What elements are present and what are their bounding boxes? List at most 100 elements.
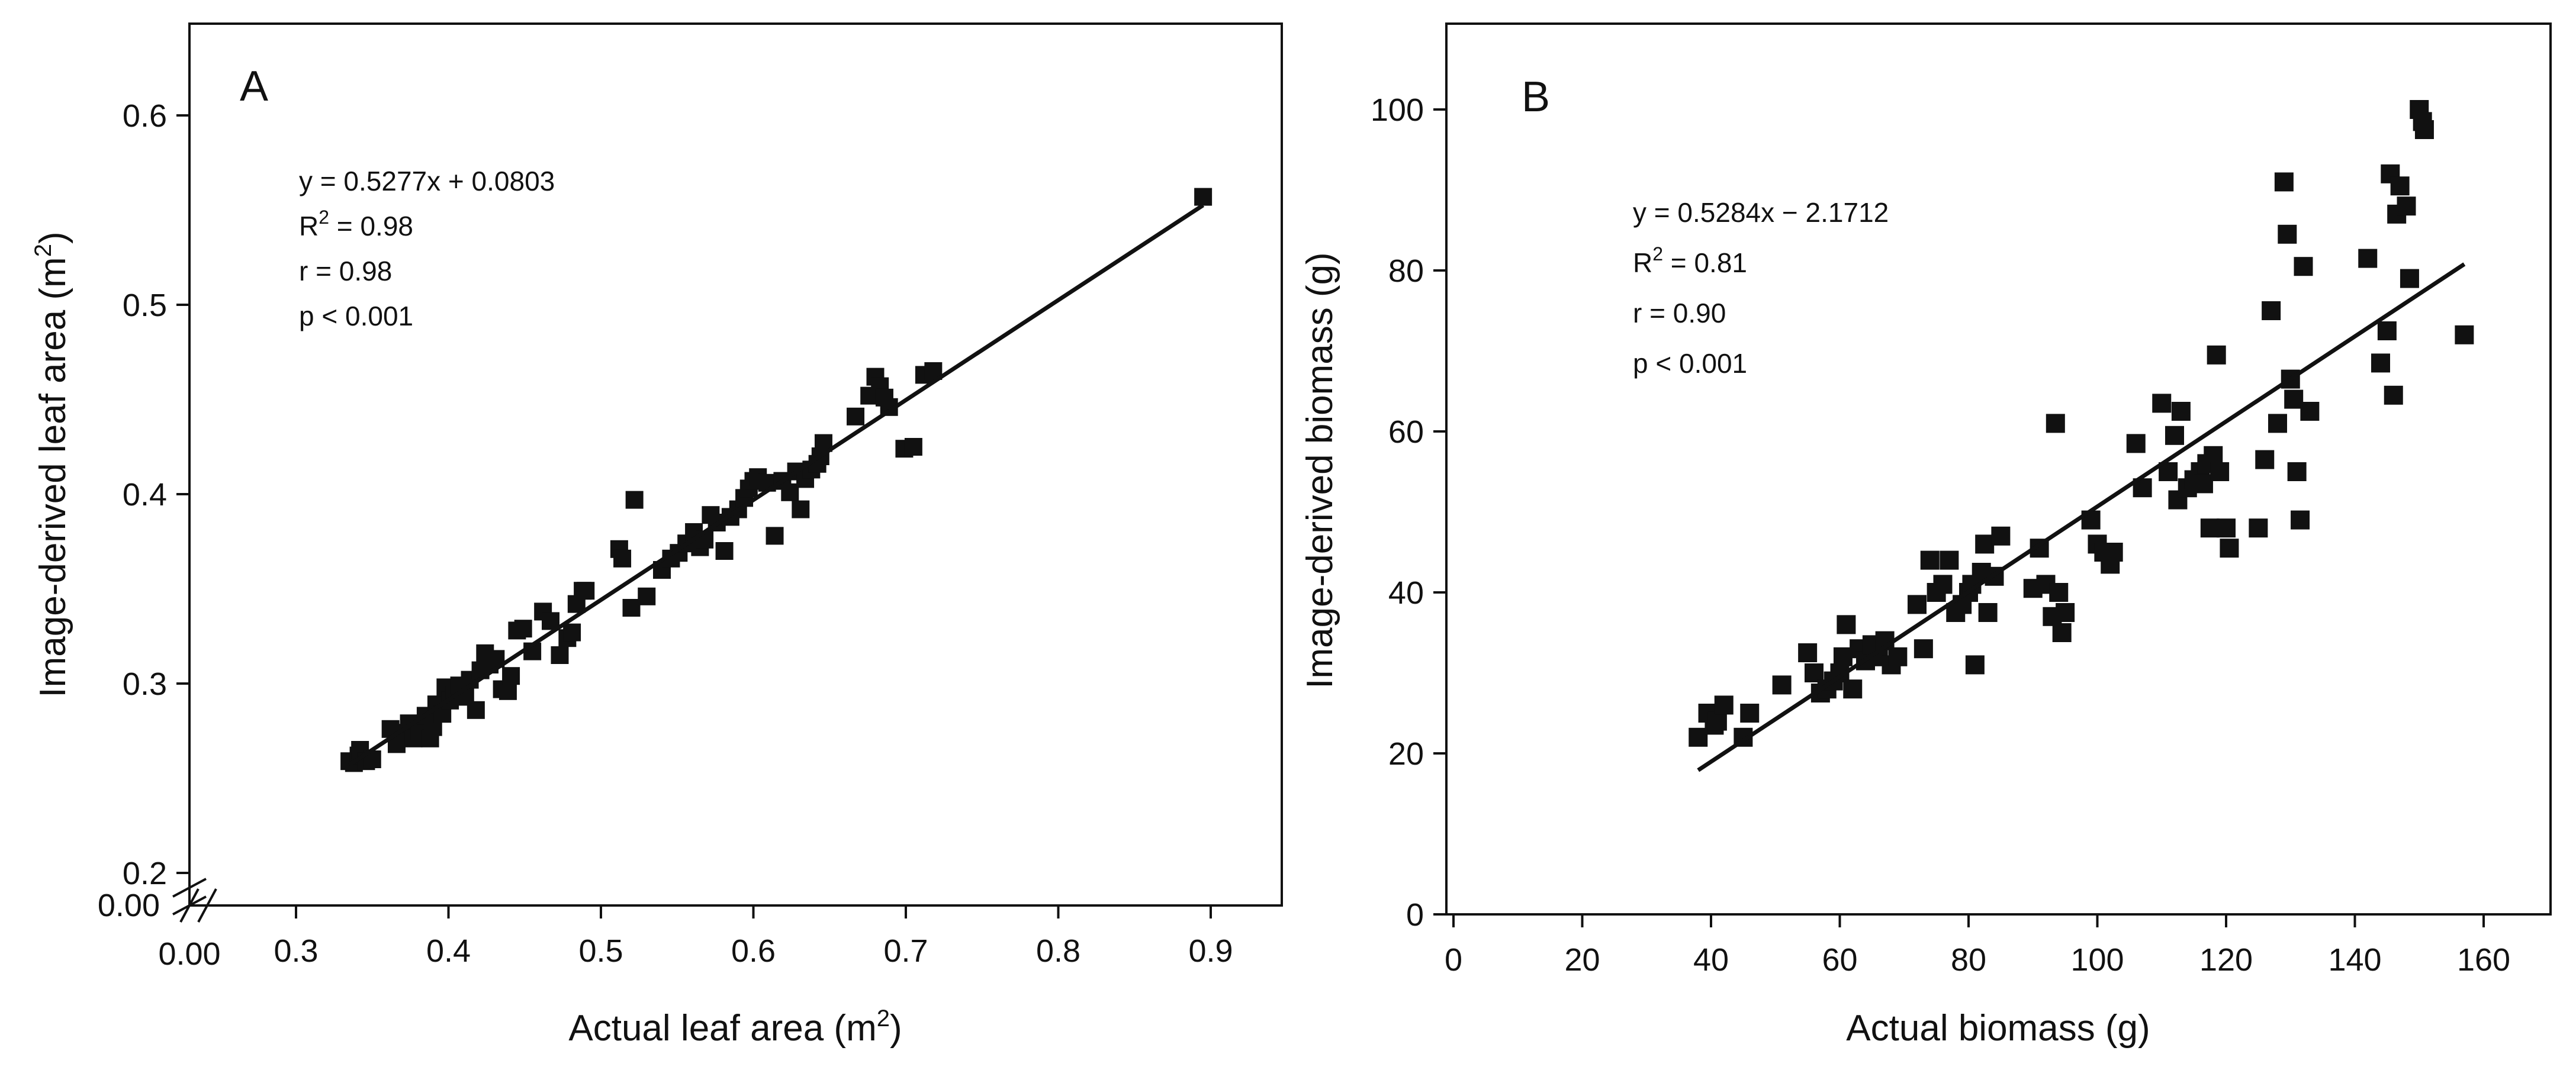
panel-b-data-point [2217, 518, 2236, 538]
panel-a-data-point [904, 438, 922, 456]
panel-a-data-point [613, 549, 632, 568]
panel-a-data-point [502, 667, 520, 685]
panel-b-data-point [2397, 196, 2416, 216]
panel-b-x-tick-label: 80 [1951, 942, 1986, 978]
panel-b-data-point [2049, 583, 2069, 602]
panel-b-data-point [1913, 639, 1933, 659]
panel-a-data-point [1194, 188, 1213, 206]
panel-a-frame [188, 22, 1283, 907]
panel-b-data-point [1908, 595, 1927, 614]
panel-a-x-tick-label: 0.7 [883, 933, 928, 969]
panel-b-data-point [2300, 402, 2320, 421]
panel-b-data-point [1772, 675, 1792, 695]
panel-b-r: r = 0.90 [1633, 298, 1726, 328]
panel-b-data-point [2200, 518, 2220, 538]
panel-b-data-point [1837, 615, 1856, 634]
panel-b-label: B [1522, 73, 1550, 121]
panel-b-data-point [2400, 269, 2419, 288]
panel-b-x-tick-label: 160 [2457, 942, 2510, 978]
panel-a-x-tick-label: 0.6 [731, 933, 776, 969]
panel-b-y-tick-label: 20 [1388, 736, 1424, 772]
panel-a-x-tick-label: 0.3 [274, 933, 318, 969]
panel-a-y-tick-label: 0.2 [123, 856, 167, 891]
panel-b-data-point [2268, 414, 2287, 433]
panel-b-data-point [2126, 434, 2146, 453]
panel-a-data-point [766, 527, 784, 545]
panel-b-p: p < 0.001 [1633, 348, 1747, 379]
panel-b-data-point [2291, 510, 2310, 530]
panel-a-axis-break [172, 878, 217, 923]
panel-a-y-tick-label: 0.4 [123, 477, 167, 513]
panel-b-data-point [2171, 402, 2191, 421]
panel-b-y-tick-label: 80 [1388, 253, 1424, 289]
panel-b-data-point [2207, 345, 2226, 365]
panel-b-data-point [1888, 647, 1908, 666]
panel-a-data-point [781, 483, 799, 501]
panel-b-y-tick-label: 0 [1406, 897, 1424, 933]
panel-b-data-point [2414, 120, 2434, 139]
panel-a-y-ticks: 0.2 0.3 0.4 0.5 0.6 [123, 98, 189, 891]
panel-a-data-point [577, 582, 595, 600]
panel-b-y-tick-label: 100 [1371, 92, 1424, 128]
panel-b-data-point [2210, 462, 2230, 481]
panel-b-x-tick-label: 100 [2070, 942, 2124, 978]
panel-a-data-point [467, 701, 485, 719]
panel-b-x-tick-label: 60 [1822, 942, 1857, 978]
panel-b-data-point [1975, 534, 1995, 554]
panel-b-annotations: y = 0.5284x − 2.1712 R2 = 0.81 r = 0.90 … [1633, 197, 1889, 379]
panel-b-y-ticks: 0 20 40 60 80 100 [1371, 92, 1446, 933]
panel-b-data-point [2377, 321, 2397, 340]
panel-b-data-point [1689, 727, 1708, 747]
panel-a-y-tick-label: 0.5 [123, 288, 167, 323]
panel-b-data-point [2220, 539, 2239, 558]
panel-a-data-point [792, 500, 810, 518]
panel-a-x-ticks: 0.3 0.4 0.5 0.6 0.7 0.8 0.9 [274, 905, 1233, 969]
panel-b-data-point [2255, 450, 2275, 469]
panel-a-x-axis-title: Actual leaf area (m2) [568, 1005, 902, 1049]
panel-a-x-tick-label: 0.9 [1188, 933, 1233, 969]
panel-b-x-tick-label: 40 [1693, 942, 1729, 978]
panel-a-x-tick-label: 0.8 [1036, 933, 1080, 969]
panel-b-data-point [2371, 353, 2390, 373]
panel-b-data-point [1798, 643, 1818, 662]
panel-a-data-point [499, 682, 517, 700]
panel-b-data-point [1991, 526, 2011, 546]
panel-b-data-point [2287, 462, 2307, 481]
panel-b-data-point [2165, 426, 2184, 445]
panel-a-data-point [715, 542, 734, 560]
panel-a-x-tick-label: 0.5 [578, 933, 623, 969]
panel-b-data-point [2056, 603, 2075, 622]
panel-b-data-point [2274, 172, 2294, 192]
panel-a-y-tick-label: 0.3 [123, 666, 167, 702]
panel-b-data-point [2249, 518, 2268, 538]
panel-b-points [1689, 100, 2474, 747]
panel-b-data-point [2390, 176, 2410, 196]
panel-b-data-point [1740, 704, 1760, 723]
panel-a-data-point [847, 407, 865, 426]
panel-b-x-axis-title: Actual biomass (g) [1846, 1008, 2150, 1049]
panel-b-data-point [2052, 623, 2072, 642]
panel-b-data-point [2046, 414, 2065, 433]
panel-b-data-point [1920, 550, 1940, 570]
panel-a-equation: y = 0.5277x + 0.0803 [299, 166, 555, 196]
panel-a-y-axis-title: Image-derived leaf area (m2) [30, 231, 73, 697]
panel-b-data-point [2152, 394, 2172, 413]
panel-b-data-point [1805, 663, 1824, 682]
panel-a-x-tick-label: 0.4 [426, 933, 471, 969]
panel-b-y-axis-title: Image-derived biomass (g) [1300, 252, 1340, 688]
panel-b-data-point [1940, 550, 1959, 570]
panel-a-regression-line [348, 203, 1205, 767]
panel-b-data-point [2455, 325, 2474, 344]
panel-b-r2: R2 = 0.81 [1633, 243, 1747, 278]
panel-a-annotations: y = 0.5277x + 0.0803 R2 = 0.98 r = 0.98 … [299, 166, 555, 331]
panel-b-data-point [2384, 385, 2403, 405]
panel-b-data-point [1978, 603, 1998, 622]
panel-b-regression-line [1697, 262, 2466, 772]
panel-b-data-point [2284, 389, 2304, 409]
panel-b-data-point [1933, 575, 1953, 594]
panel-b-x-tick-label: 20 [1564, 942, 1600, 978]
panel-b: B 0 20 40 60 80 100 0 20 40 60 80 100 120 140 160 y =… [1300, 22, 2552, 1049]
panel-b-data-point [2194, 474, 2213, 494]
panel-a-r2: R2 = 0.98 [299, 207, 413, 241]
